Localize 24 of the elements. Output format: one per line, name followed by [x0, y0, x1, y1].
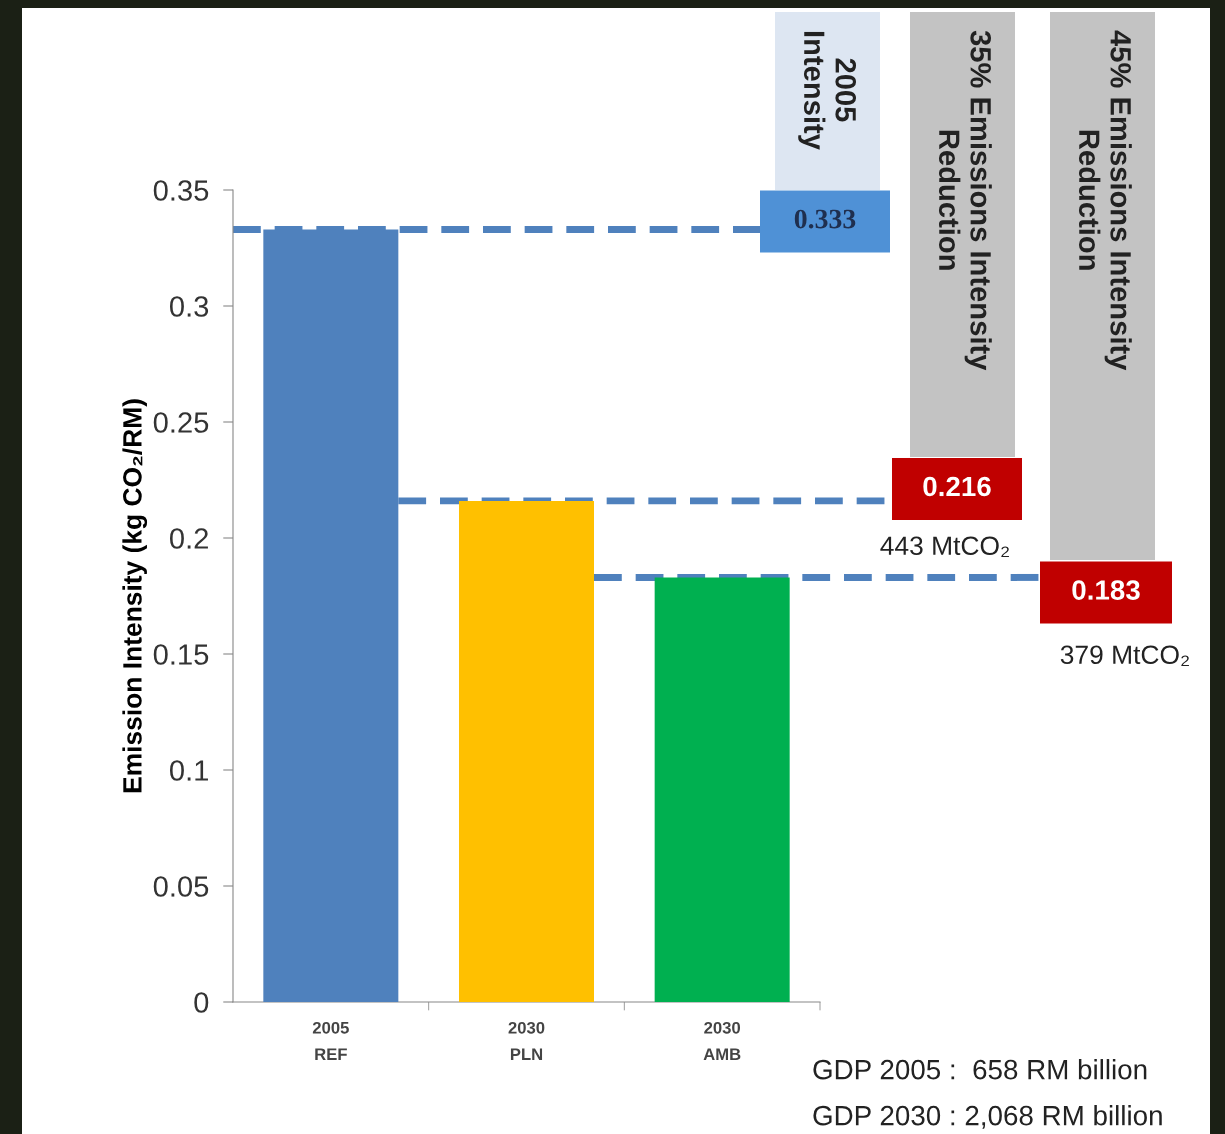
y-tick-label: 0.25 — [153, 412, 209, 433]
ref-line-label: 0.183 — [1072, 580, 1140, 600]
y-tick-label: 0.05 — [153, 876, 209, 897]
y-tick-label: 0.2 — [169, 528, 208, 549]
y-tick-label: 0.35 — [153, 180, 209, 201]
ref-line-label: 0.216 — [923, 476, 991, 497]
y-axis-title: Emission Intensity (kg CO₂/RM) — [122, 399, 148, 793]
text: 2005 Intensity — [798, 31, 857, 150]
text: 35% Emissions Intensity Reduction — [938, 30, 992, 371]
x-tick-label: 2030 AMB — [703, 1021, 741, 1060]
bar — [654, 577, 790, 1002]
y-tick-label: 0.3 — [169, 296, 209, 317]
text: GDP 2005 : 658 RM billion — [813, 1059, 1147, 1080]
text: GDP 2030 : 2,068 RM billion — [813, 1105, 1162, 1129]
text: 443 MtCO₂ — [880, 536, 1009, 558]
y-tick-label: 0.1 — [169, 760, 208, 781]
ref-line-label: 0.333 — [794, 209, 856, 229]
text: 379 MtCO₂ — [1060, 645, 1189, 667]
x-tick-label: 2005 REF — [312, 1021, 349, 1060]
y-tick-label: 0 — [194, 992, 209, 1013]
text: 45% Emissions Intensity Reduction — [1078, 30, 1132, 371]
bar — [459, 500, 595, 1002]
x-tick-label: 2030 PLN — [508, 1021, 545, 1060]
y-tick-label: 0.15 — [153, 644, 209, 665]
